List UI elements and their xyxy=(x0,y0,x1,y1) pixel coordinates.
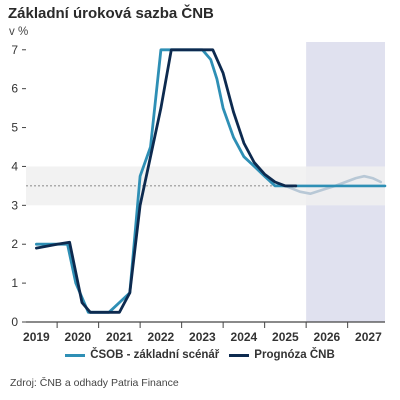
y-axis-unit: v % xyxy=(9,26,29,38)
legend: ČSOB - základní scénář Prognóza ČNB xyxy=(0,349,400,361)
y-tick-label: 1 xyxy=(11,276,18,290)
y-tick-label: 3 xyxy=(11,198,18,212)
x-tick-label-2019: 2019 xyxy=(23,330,50,344)
y-tick-label: 7 xyxy=(11,43,18,57)
legend-swatch-cnb xyxy=(229,353,250,357)
y-tick-label: 6 xyxy=(11,82,18,96)
series-line-1 xyxy=(35,48,298,314)
x-tick-label-2025: 2025 xyxy=(272,330,299,344)
x-tick-label-2026: 2026 xyxy=(314,330,341,344)
x-tick-label-2020: 2020 xyxy=(65,330,92,344)
y-tick-label: 0 xyxy=(11,315,18,329)
series-line-2 xyxy=(284,174,383,195)
x-axis: 2019 2020 2021 2022 2023 2024 2025 2026 2027 xyxy=(23,321,385,344)
chart-title: Základní úroková sazba ČNB xyxy=(8,5,214,22)
x-tick-label-2021: 2021 xyxy=(106,330,133,344)
legend-item-cnb[interactable]: Prognóza ČNB xyxy=(229,349,335,361)
source-note: Zdroj: ČNB a odhady Patria Finance xyxy=(10,377,179,389)
x-tick-label-2024: 2024 xyxy=(231,330,258,344)
legend-label-cnb: Prognóza ČNB xyxy=(254,349,335,361)
y-tick-label: 4 xyxy=(11,159,18,173)
series-layer xyxy=(35,48,387,314)
legend-label-csob: ČSOB - základní scénář xyxy=(90,349,220,361)
background-layer xyxy=(26,42,385,322)
y-tick-label: 2 xyxy=(11,237,18,251)
x-tick-label-2027: 2027 xyxy=(355,330,382,344)
y-axis: 0 1 2 3 4 5 6 7 xyxy=(11,43,26,329)
legend-swatch-csob xyxy=(65,353,86,357)
x-tick-label-2023: 2023 xyxy=(189,330,216,344)
y-tick-label: 5 xyxy=(11,121,18,135)
x-tick-label-2022: 2022 xyxy=(148,330,175,344)
legend-item-csob[interactable]: ČSOB - základní scénář xyxy=(65,349,219,361)
